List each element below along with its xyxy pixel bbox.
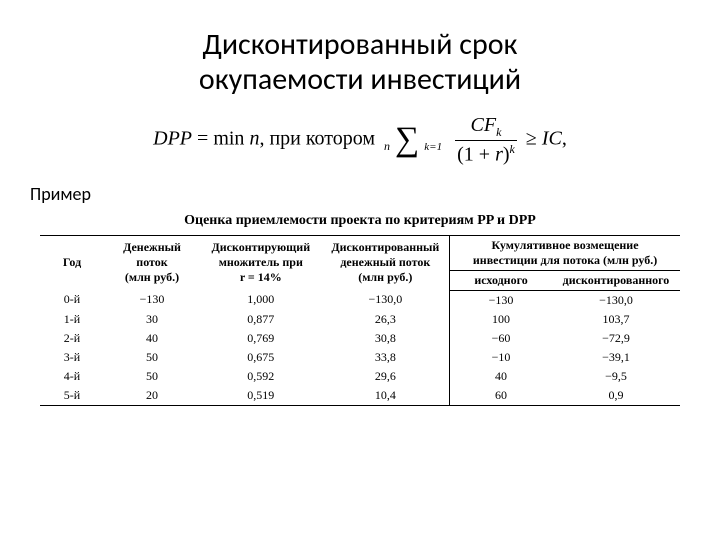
cell: −130 <box>104 290 200 310</box>
formula-cond: , при котором <box>259 127 375 149</box>
cell: −130,0 <box>552 290 680 310</box>
cell: 33,8 <box>322 348 450 367</box>
cell: 0,9 <box>552 386 680 406</box>
table-row: 0-й−1301,000−130,0−130−130,0 <box>40 290 680 310</box>
cell: −10 <box>450 348 552 367</box>
cell: 10,4 <box>322 386 450 406</box>
cell: −130 <box>450 290 552 310</box>
page-title: Дисконтированный срок окупаемости инвест… <box>30 28 690 97</box>
cell: 0,877 <box>200 310 322 329</box>
table-body: 0-й−1301,000−130,0−130−130,01-й300,87726… <box>40 290 680 405</box>
cell: −130,0 <box>322 290 450 310</box>
formula-lhs: DPP <box>153 127 192 149</box>
cell: 4-й <box>40 367 104 386</box>
formula-min: min <box>213 127 244 149</box>
table-row: 2-й400,76930,8−60−72,9 <box>40 329 680 348</box>
th-cum-discounted: дисконтированного <box>552 270 680 290</box>
table-caption: Оценка приемлемости проекта по критериям… <box>30 213 690 229</box>
cell: 40 <box>450 367 552 386</box>
th-year: Год <box>40 235 104 290</box>
cell: 29,6 <box>322 367 450 386</box>
sum-lower: k=1 <box>424 141 442 153</box>
th-cashflow: Денежный поток (млн руб.) <box>104 235 200 290</box>
table-row: 5-й200,51910,4600,9 <box>40 386 680 406</box>
formula-n: n <box>249 127 259 149</box>
cell: 60 <box>450 386 552 406</box>
cell: −72,9 <box>552 329 680 348</box>
table-row: 4-й500,59229,640−9,5 <box>40 367 680 386</box>
fraction-numerator: CFk <box>455 115 517 141</box>
cell: 0,769 <box>200 329 322 348</box>
cell: 0,519 <box>200 386 322 406</box>
summation: n ∑ k=1 <box>384 125 442 155</box>
cell: −9,5 <box>552 367 680 386</box>
th-dcf: Дисконтированный денежный поток (млн руб… <box>322 235 450 290</box>
cell: 1,000 <box>200 290 322 310</box>
table-wrap: Год Денежный поток (млн руб.) Дисконтиру… <box>40 235 680 406</box>
table-row: 1-й300,87726,3100103,7 <box>40 310 680 329</box>
title-line-1: Дисконтированный срок <box>203 26 518 63</box>
cell: 100 <box>450 310 552 329</box>
title-line-2: окупаемости инвестиций <box>199 61 521 98</box>
sigma-icon: ∑ <box>395 121 419 158</box>
cell: 103,7 <box>552 310 680 329</box>
example-label: Пример <box>30 183 690 205</box>
cell: 30,8 <box>322 329 450 348</box>
cell: 50 <box>104 367 200 386</box>
fraction-denominator: (1 + r)k <box>455 141 517 165</box>
th-cum-original: исходного <box>450 270 552 290</box>
dpp-table: Год Денежный поток (млн руб.) Дисконтиру… <box>40 235 680 406</box>
cell: 3-й <box>40 348 104 367</box>
formula-eq: = <box>197 127 208 149</box>
cell: 2-й <box>40 329 104 348</box>
cell: 0,675 <box>200 348 322 367</box>
cell: 0,592 <box>200 367 322 386</box>
th-cumulative-group: Кумулятивное возмещение инвестиции для п… <box>450 235 680 270</box>
formula-tail: , <box>562 127 567 149</box>
fraction: CFk (1 + r)k <box>455 115 517 165</box>
cell: 1-й <box>40 310 104 329</box>
table-row: 3-й500,67533,8−10−39,1 <box>40 348 680 367</box>
cell: 5-й <box>40 386 104 406</box>
cell: 50 <box>104 348 200 367</box>
th-discount-factor: Дисконтирующий множитель при r = 14% <box>200 235 322 290</box>
cell: 26,3 <box>322 310 450 329</box>
cell: 30 <box>104 310 200 329</box>
cell: 20 <box>104 386 200 406</box>
dpp-formula: DPP = min n, при котором n ∑ k=1 CFk (1 … <box>30 115 690 165</box>
formula-geq: ≥ <box>526 127 537 149</box>
cell: −39,1 <box>552 348 680 367</box>
cell: 0-й <box>40 290 104 310</box>
cell: 40 <box>104 329 200 348</box>
cell: −60 <box>450 329 552 348</box>
sum-upper: n <box>384 139 390 153</box>
formula-rhs: IC <box>542 127 562 149</box>
